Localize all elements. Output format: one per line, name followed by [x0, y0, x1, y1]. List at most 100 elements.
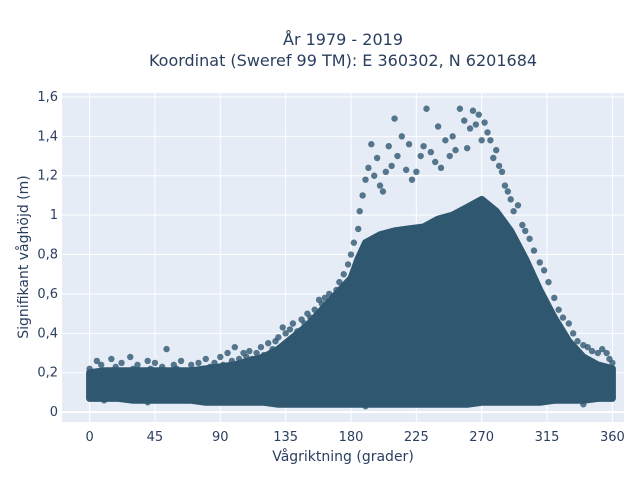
data-point [463, 144, 471, 152]
x-tick-label: 180 [339, 430, 364, 445]
data-point [555, 306, 562, 313]
data-point [195, 359, 202, 367]
data-point [355, 225, 362, 233]
data-point [122, 369, 130, 376]
data-point [484, 129, 491, 136]
data-point [434, 123, 442, 130]
data-point [376, 182, 384, 189]
data-point [211, 359, 218, 367]
data-point [519, 221, 526, 229]
data-point [344, 261, 352, 268]
data-point [498, 168, 506, 176]
data-point [202, 355, 209, 363]
y-tick-label: 0,6 [37, 287, 58, 302]
data-point [98, 361, 105, 369]
y-axis-label: Signifikant våghöjd (m) [15, 175, 32, 338]
y-tick-label: 1,2 [37, 169, 58, 184]
data-point [147, 365, 154, 373]
x-tick-label: 135 [273, 430, 298, 445]
data-point [368, 141, 375, 148]
data-point [481, 119, 488, 126]
data-point [514, 202, 522, 209]
data-point [182, 367, 189, 374]
data-point [235, 355, 243, 363]
data-point [318, 401, 326, 408]
data-point [588, 347, 596, 355]
data-point [536, 259, 543, 266]
y-tick-labels: 0 0,2 0,4 0,6 0,8 1 1,2 1,4 1,6 [37, 90, 58, 420]
data-point [112, 363, 119, 371]
data-point [522, 227, 529, 235]
data-point [362, 176, 369, 183]
data-point [86, 395, 93, 402]
data-point [217, 353, 224, 361]
y-tick-label: 0,8 [37, 248, 58, 263]
data-point [501, 182, 509, 189]
data-point [530, 247, 538, 254]
data-point [385, 142, 392, 150]
data-point [609, 359, 616, 367]
data-point [311, 306, 318, 313]
data-point [405, 401, 413, 408]
data-point [394, 152, 401, 160]
data-point [373, 154, 381, 162]
x-tick-label: 225 [404, 430, 429, 445]
data-point [551, 294, 558, 302]
data-point [398, 133, 406, 140]
data-point [159, 363, 166, 371]
data-point [478, 137, 485, 144]
data-point [199, 365, 207, 373]
data-point [163, 345, 170, 353]
data-point [350, 239, 358, 246]
data-point [417, 152, 424, 160]
data-point [469, 107, 477, 114]
data-point [584, 343, 591, 351]
data-points [86, 105, 616, 410]
data-point [318, 300, 326, 307]
x-tick-label: 0 [85, 430, 93, 445]
data-point [594, 349, 602, 357]
x-tick-label: 360 [600, 430, 625, 445]
data-point [382, 168, 390, 176]
data-point [243, 353, 250, 361]
data-point [559, 314, 567, 321]
data-point [144, 399, 151, 406]
data-point [100, 397, 108, 404]
data-point [522, 399, 529, 406]
data-point [301, 320, 308, 327]
x-tick-labels: 0 45 90 135 180 225 270 315 360 [85, 430, 624, 445]
data-point [93, 357, 101, 365]
data-point [442, 137, 449, 144]
y-tick-label: 1 [50, 208, 58, 223]
data-point [540, 267, 548, 274]
data-point [408, 176, 416, 183]
data-point [282, 330, 289, 337]
data-point [219, 361, 227, 369]
data-point [177, 357, 185, 365]
data-point [574, 338, 581, 345]
data-point [371, 172, 378, 179]
data-point [108, 355, 115, 363]
data-point [446, 152, 453, 160]
data-point [333, 286, 340, 294]
chart-title: År 1979 - 2019 [283, 30, 403, 49]
data-point [190, 369, 198, 376]
data-point [260, 399, 268, 406]
data-point [495, 162, 503, 170]
data-point [504, 188, 512, 195]
data-point [289, 320, 297, 327]
data-point [456, 105, 464, 112]
data-point [472, 121, 480, 128]
data-point [599, 345, 606, 353]
data-point [330, 292, 337, 300]
data-point [188, 361, 195, 369]
x-axis-label: Vågriktning (grader) [272, 448, 414, 465]
data-point [129, 365, 137, 373]
data-point [202, 399, 209, 406]
data-point [461, 117, 468, 124]
data-point [510, 208, 517, 215]
data-point [487, 137, 494, 144]
data-point [307, 314, 314, 321]
data-point [228, 357, 236, 365]
